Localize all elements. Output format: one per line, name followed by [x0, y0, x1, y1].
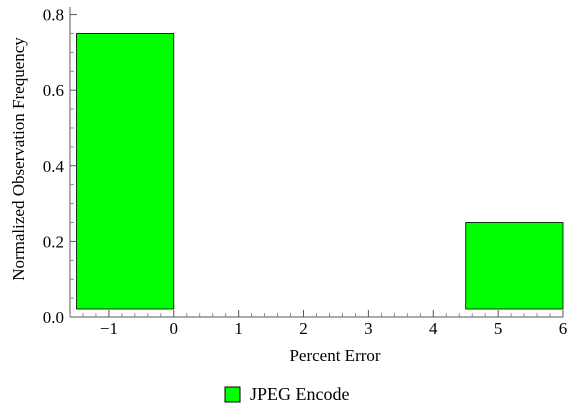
- y-axis-label: Normalized Observation Frequency: [9, 37, 28, 281]
- y-tick-label: 0.0: [43, 308, 64, 327]
- y-tick-label: 0.6: [43, 81, 64, 100]
- x-axis-label: Percent Error: [289, 346, 380, 365]
- y-tick-label: 0.8: [43, 6, 64, 25]
- x-tick-label: 2: [299, 319, 308, 338]
- legend: JPEG Encode: [224, 384, 349, 404]
- bars-layer: [76, 33, 564, 310]
- x-tick-label: 6: [559, 319, 568, 338]
- y-tick-label: 0.2: [43, 232, 64, 251]
- legend-swatch-jpeg-encode: [224, 386, 241, 403]
- x-tick-label: 5: [494, 319, 503, 338]
- x-tick-label: 0: [170, 319, 179, 338]
- bar-0: [76, 33, 175, 310]
- legend-label-jpeg-encode: JPEG Encode: [250, 384, 349, 404]
- x-tick-label: 1: [234, 319, 243, 338]
- x-tick-label: −1: [100, 319, 118, 338]
- axes-layer: −1 0 1 2 3 4 5 6 0.0 0.2 0.4 0.6 0.8: [43, 6, 568, 338]
- bar-1: [465, 222, 564, 310]
- x-tick-label: 4: [429, 319, 438, 338]
- x-tick-label: 3: [364, 319, 373, 338]
- y-tick-label: 0.4: [43, 157, 65, 176]
